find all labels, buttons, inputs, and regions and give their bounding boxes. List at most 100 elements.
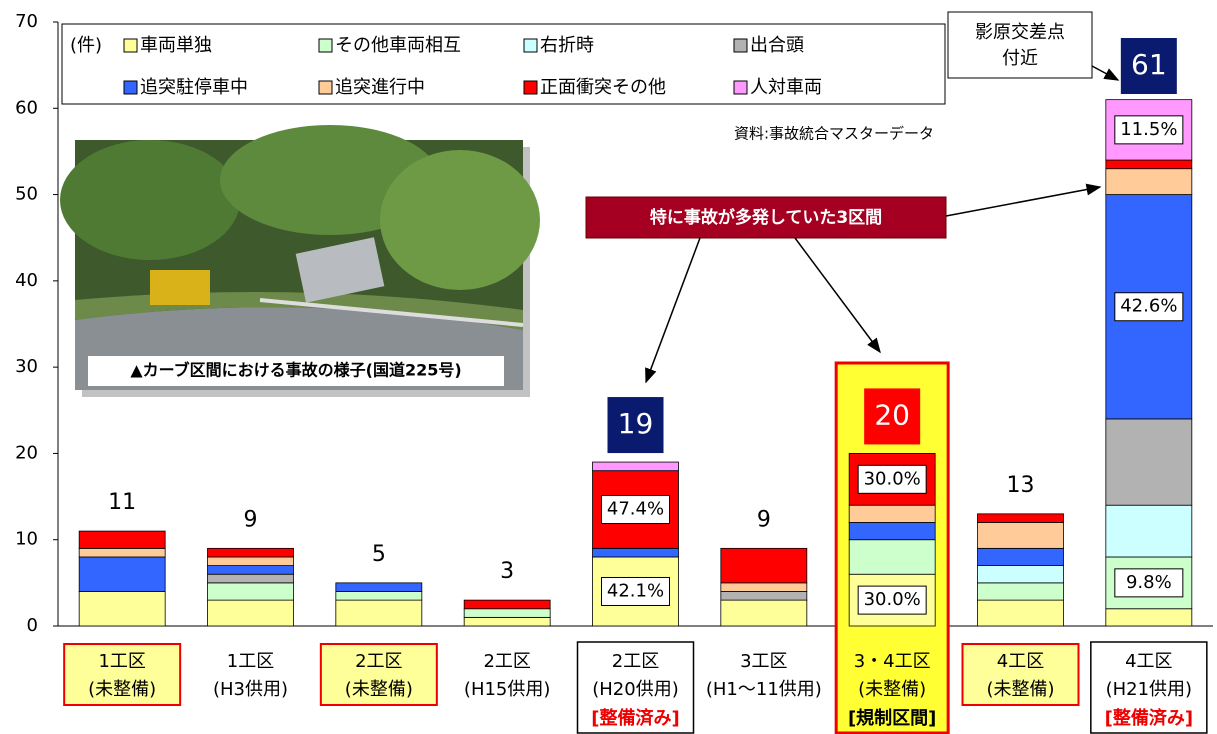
total-box [864, 388, 921, 445]
arrow [1091, 65, 1120, 81]
y-tick-label: 30 [15, 356, 38, 377]
bar-segment [78, 556, 166, 592]
x-tick-label: (H3供用) [213, 679, 288, 700]
x-tick-label: (未整備) [88, 679, 156, 700]
legend-label: 追突駐停車中 [140, 77, 248, 98]
total-label: 9 [757, 507, 771, 532]
legend-swatch [733, 80, 748, 95]
y-tick-label: 50 [15, 184, 38, 205]
x-tick-label: 2工区 [355, 651, 402, 672]
legend-swatch [123, 80, 138, 95]
bar-segment [335, 582, 423, 592]
bar-segment [207, 599, 294, 627]
bar-segment [977, 513, 1064, 523]
legend-label: 正面衝突その他 [540, 77, 666, 98]
total-box [1120, 38, 1177, 94]
callout: 特に事故が多発していた3区間 [650, 207, 882, 228]
y-tick-label: 0 [27, 615, 38, 636]
bar-segment [207, 582, 294, 601]
bar-segment [207, 556, 294, 567]
legend-swatch [318, 80, 333, 95]
total-label: 11 [108, 490, 136, 515]
percent-label: 11.5% [1120, 119, 1177, 140]
bar-segment [78, 591, 166, 627]
arrow [645, 237, 701, 384]
percent-box [1114, 568, 1184, 598]
category-note: [整備済み] [1105, 707, 1193, 729]
bar-segment [463, 616, 551, 627]
y-tick-label: 60 [15, 97, 38, 118]
legend-label: 車両単独 [140, 35, 212, 56]
legend-label: 右折時 [540, 35, 594, 56]
bar-segment [592, 547, 679, 558]
x-tick-label: 3・4工区 [854, 651, 931, 672]
y-tick-label: 20 [15, 442, 38, 463]
arrow [945, 183, 1102, 217]
x-tick-label: 2工区 [483, 651, 530, 672]
x-tick-label: (未整備) [986, 679, 1054, 700]
x-tick-label: (H20供用) [592, 679, 678, 700]
y-tick-label: 40 [15, 270, 38, 291]
y-tick-label: 10 [15, 529, 38, 550]
category-note: [規制区間] [848, 708, 936, 729]
bar-segment [977, 522, 1064, 549]
x-tick-label: 2工区 [612, 651, 659, 672]
bar-segment [977, 599, 1064, 627]
note-box [947, 11, 1093, 79]
total-label: 19 [618, 407, 654, 440]
category-note: [整備済み] [591, 707, 679, 729]
total-box [607, 397, 664, 454]
total-label: 20 [874, 398, 910, 431]
percent-box [601, 495, 670, 525]
photo-caption: ▲カーブ区間における事故の様子(国道225号) [130, 361, 461, 380]
total-label: 9 [244, 507, 258, 532]
category-box [961, 643, 1080, 706]
callout-box [585, 196, 947, 239]
caption-box [88, 356, 504, 386]
category-box [63, 643, 182, 706]
bar-segment [78, 530, 166, 549]
x-tick-label: (未整備) [858, 679, 926, 700]
legend-swatch [523, 80, 538, 95]
bar-segment [1105, 418, 1193, 506]
bar-segment [592, 461, 679, 472]
percent-label: 9.8% [1126, 572, 1172, 593]
bar-segment [848, 522, 936, 541]
legend-label: 追突進行中 [335, 77, 425, 98]
bar-segment [1105, 159, 1193, 170]
bar-segment [335, 599, 423, 627]
percent-label: 30.0% [864, 589, 921, 610]
legend-swatch [523, 38, 538, 53]
bar-segment [848, 539, 936, 575]
bar-segment [78, 547, 166, 558]
bar-segment [1105, 168, 1193, 195]
category-box [1090, 641, 1208, 734]
legend-swatch [123, 38, 138, 53]
x-tick-label: 1工区 [98, 651, 145, 672]
bar-segment [977, 547, 1064, 566]
bar-segment [977, 565, 1064, 584]
percent-box [1114, 115, 1184, 145]
legend-label: 出合頭 [750, 35, 804, 56]
percent-box [601, 576, 670, 606]
x-tick-label: (未整備) [345, 679, 413, 700]
bar-segment [848, 504, 936, 523]
x-tick-label: (H21供用) [1106, 679, 1192, 700]
source: 資料:事故統合マスターデータ [734, 125, 934, 143]
percent-box [1114, 292, 1184, 322]
location-note: 影原交差点 [975, 22, 1065, 43]
category-box [319, 643, 438, 706]
bar-segment [463, 599, 551, 610]
x-tick-label: 4工区 [1125, 651, 1172, 672]
x-tick-label: (H1～11供用) [706, 679, 822, 700]
legend-box [61, 23, 946, 105]
category-box [576, 641, 695, 734]
x-tick-label: 3工区 [740, 651, 787, 672]
bar-segment [720, 599, 808, 627]
percent-label: 42.1% [607, 580, 664, 601]
total-label: 61 [1131, 48, 1167, 81]
total-label: 5 [372, 542, 386, 567]
percent-box [857, 464, 927, 494]
total-label: 13 [1007, 473, 1035, 498]
